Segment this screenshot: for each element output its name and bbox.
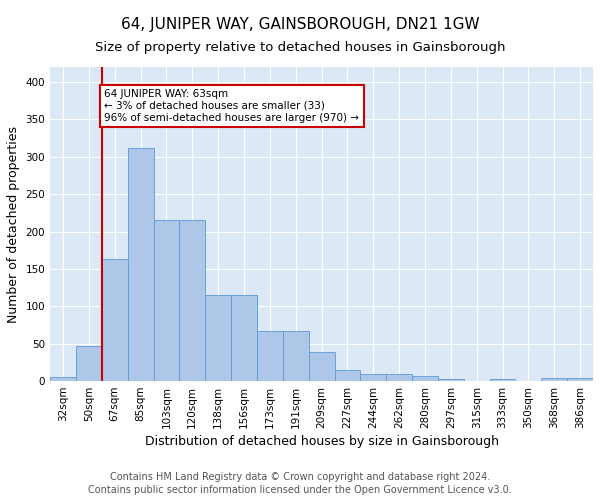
- Text: 64 JUNIPER WAY: 63sqm
← 3% of detached houses are smaller (33)
96% of semi-detac: 64 JUNIPER WAY: 63sqm ← 3% of detached h…: [104, 90, 359, 122]
- Bar: [231, 295, 257, 381]
- Bar: [412, 376, 438, 381]
- X-axis label: Distribution of detached houses by size in Gainsborough: Distribution of detached houses by size …: [145, 435, 499, 448]
- Bar: [205, 295, 231, 381]
- Text: Size of property relative to detached houses in Gainsborough: Size of property relative to detached ho…: [95, 41, 505, 54]
- Bar: [257, 331, 283, 381]
- Y-axis label: Number of detached properties: Number of detached properties: [7, 126, 20, 322]
- Bar: [308, 352, 335, 381]
- Bar: [283, 331, 308, 381]
- Text: Contains public sector information licensed under the Open Government Licence v3: Contains public sector information licen…: [88, 485, 512, 495]
- Bar: [361, 374, 386, 381]
- Text: Contains HM Land Registry data © Crown copyright and database right 2024.: Contains HM Land Registry data © Crown c…: [110, 472, 490, 482]
- Bar: [541, 378, 567, 381]
- Bar: [490, 379, 515, 381]
- Text: 64, JUNIPER WAY, GAINSBOROUGH, DN21 1GW: 64, JUNIPER WAY, GAINSBOROUGH, DN21 1GW: [121, 18, 479, 32]
- Bar: [154, 220, 179, 381]
- Bar: [386, 374, 412, 381]
- Bar: [438, 379, 464, 381]
- Bar: [102, 259, 128, 381]
- Bar: [335, 370, 361, 381]
- Bar: [76, 346, 102, 381]
- Bar: [567, 378, 593, 381]
- Bar: [128, 148, 154, 381]
- Bar: [179, 220, 205, 381]
- Bar: [50, 378, 76, 381]
